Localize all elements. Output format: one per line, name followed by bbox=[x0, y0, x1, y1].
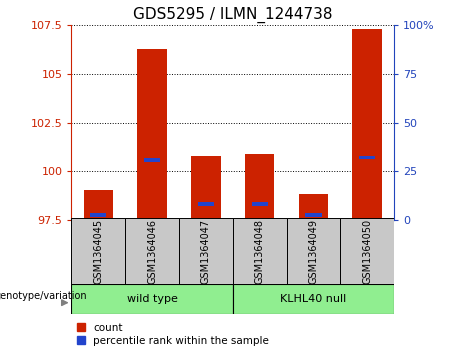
Bar bbox=[144, 158, 160, 162]
Text: genotype/variation: genotype/variation bbox=[0, 290, 87, 301]
Bar bbox=[340, 218, 394, 285]
Bar bbox=[299, 194, 328, 220]
Text: KLHL40 null: KLHL40 null bbox=[280, 294, 347, 304]
Title: GDS5295 / ILMN_1244738: GDS5295 / ILMN_1244738 bbox=[133, 7, 332, 23]
Bar bbox=[359, 155, 375, 159]
Bar bbox=[252, 202, 268, 206]
Text: wild type: wild type bbox=[127, 294, 177, 304]
Bar bbox=[287, 218, 340, 285]
Bar bbox=[353, 29, 382, 220]
Bar bbox=[71, 284, 233, 314]
Bar bbox=[90, 213, 106, 217]
Bar bbox=[137, 49, 167, 220]
Legend: count, percentile rank within the sample: count, percentile rank within the sample bbox=[77, 323, 269, 346]
Bar bbox=[125, 218, 179, 285]
Text: GSM1364048: GSM1364048 bbox=[254, 219, 265, 284]
Bar bbox=[233, 218, 287, 285]
Text: GSM1364047: GSM1364047 bbox=[201, 219, 211, 284]
Bar bbox=[83, 191, 113, 220]
Bar bbox=[179, 218, 233, 285]
Bar bbox=[198, 202, 214, 206]
Text: GSM1364046: GSM1364046 bbox=[147, 219, 157, 284]
Text: GSM1364049: GSM1364049 bbox=[308, 219, 319, 284]
Bar bbox=[305, 213, 321, 217]
Text: GSM1364050: GSM1364050 bbox=[362, 219, 372, 284]
Bar bbox=[245, 154, 274, 220]
Bar bbox=[233, 284, 394, 314]
Text: GSM1364045: GSM1364045 bbox=[93, 219, 103, 284]
Bar bbox=[71, 218, 125, 285]
Bar bbox=[191, 156, 221, 220]
